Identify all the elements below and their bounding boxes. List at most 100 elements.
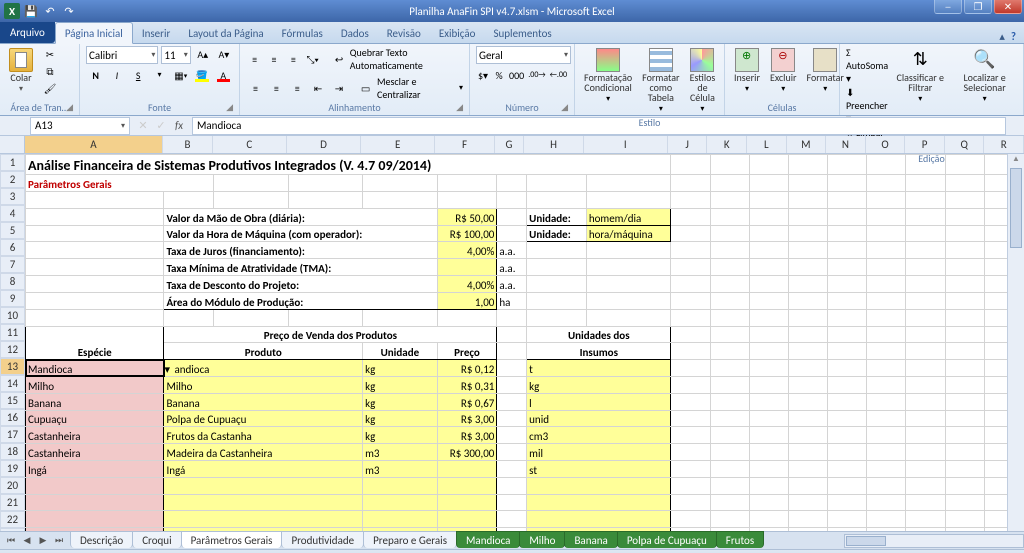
unit-value[interactable]: homem/dia (586, 208, 671, 225)
insumo-cell[interactable]: kg (527, 376, 671, 393)
insumo-cell[interactable] (527, 477, 671, 494)
especie-cell[interactable] (26, 477, 164, 494)
insumo-cell[interactable] (527, 494, 671, 511)
param-value[interactable]: R$ 50,00 (437, 208, 497, 225)
italic-button[interactable]: I (107, 67, 126, 83)
tab-layout[interactable]: Layout da Página (179, 23, 272, 43)
cut-icon[interactable]: ✂ (40, 46, 60, 62)
row-header[interactable]: 18 (0, 443, 25, 460)
row-header[interactable]: 11 (0, 324, 25, 341)
insumo-cell[interactable]: mil (527, 444, 671, 461)
decrease-decimal-icon[interactable]: ←.00 (549, 67, 568, 83)
column-header[interactable]: M (787, 136, 827, 153)
unidade-cell[interactable]: m3 (363, 461, 438, 478)
row-header[interactable]: 12 (0, 341, 25, 358)
minimize-button[interactable]: ─ (934, 0, 962, 14)
column-header[interactable]: O (866, 136, 906, 153)
sheet-tab[interactable]: Parâmetros Gerais (181, 531, 283, 548)
sort-filter-button[interactable]: ⇅Classificar e Filtrar▾ (892, 46, 948, 106)
insert-cells-button[interactable]: ⊕Inserir▾ (731, 46, 763, 96)
produto-cell[interactable]: Banana (164, 393, 363, 410)
format-painter-icon[interactable]: 🖌 (40, 80, 60, 96)
column-header[interactable]: Q (945, 136, 985, 153)
column-header[interactable]: L (747, 136, 787, 153)
font-size-combo[interactable]: 11▾ (161, 46, 190, 64)
row-header[interactable]: 2 (0, 171, 25, 188)
underline-button[interactable]: S (129, 67, 148, 83)
column-header[interactable]: R (984, 136, 1024, 153)
sheet-tab[interactable]: Produtividade (281, 531, 364, 548)
align-left-icon[interactable]: ≡ (246, 80, 265, 96)
preco-cell[interactable]: R$ 300,00 (437, 444, 497, 461)
cell-styles-button[interactable]: Estilos de Célula▾ (687, 46, 719, 116)
row-header[interactable]: 3 (0, 188, 25, 205)
produto-cell[interactable]: ▾ andioca (164, 360, 363, 377)
preco-cell[interactable] (437, 477, 497, 494)
sheet-tab[interactable]: Banana (564, 531, 617, 548)
save-icon[interactable]: 💾 (23, 3, 39, 19)
tab-review[interactable]: Revisão (378, 23, 430, 43)
row-header[interactable]: 14 (0, 375, 25, 392)
column-header[interactable]: P (905, 136, 945, 153)
tab-addins[interactable]: Suplementos (484, 23, 560, 43)
insumo-cell[interactable]: cm3 (527, 427, 671, 444)
row-header[interactable]: 4 (0, 205, 25, 222)
preco-cell[interactable] (437, 461, 497, 478)
row-header[interactable]: 22 (0, 511, 25, 528)
tab-nav-first-icon[interactable]: ⏮ (4, 535, 18, 546)
column-header[interactable]: G (495, 136, 525, 153)
fill-color-icon[interactable]: 🪣 (192, 67, 211, 83)
column-header[interactable]: F (435, 136, 494, 153)
tab-home[interactable]: Página Inicial (55, 22, 133, 44)
insumo-cell[interactable] (527, 511, 671, 528)
preco-cell[interactable]: R$ 0,67 (437, 393, 497, 410)
unidade-cell[interactable]: kg (363, 360, 438, 377)
align-top-icon[interactable]: ≡ (246, 51, 263, 67)
row-header[interactable]: 9 (0, 290, 25, 307)
align-right-icon[interactable]: ≡ (288, 80, 307, 96)
sheet-tab[interactable]: Descrição (70, 531, 133, 548)
sheet-tab[interactable]: Preparo e Gerais (363, 531, 457, 548)
row-header[interactable]: 5 (0, 222, 25, 239)
orientation-icon[interactable]: ⤡▾ (304, 51, 321, 67)
file-tab[interactable]: Arquivo (0, 21, 55, 43)
especie-cell[interactable] (26, 494, 164, 511)
copy-icon[interactable]: ⧉ (40, 63, 60, 79)
unidade-cell[interactable]: kg (363, 376, 438, 393)
conditional-format-button[interactable]: Formatação Condicional▾ (581, 46, 635, 106)
insumo-cell[interactable]: st (527, 461, 671, 478)
preco-cell[interactable] (437, 494, 497, 511)
row-header[interactable]: 23 (0, 528, 25, 531)
align-center-icon[interactable]: ≡ (267, 80, 286, 96)
param-value[interactable]: 1,00 (437, 292, 497, 309)
delete-cells-button[interactable]: ⊖Excluir▾ (767, 46, 800, 96)
merge-label[interactable]: Mesclar e Centralizar (377, 75, 457, 101)
row-header[interactable]: 15 (0, 392, 25, 409)
unidade-cell[interactable] (363, 477, 438, 494)
comma-icon[interactable]: 000 (508, 67, 525, 83)
unidade-cell[interactable]: m3 (363, 444, 438, 461)
find-select-button[interactable]: 🔍Localizar e Selecionar▾ (952, 46, 1017, 106)
produto-cell[interactable] (164, 511, 363, 528)
row-header[interactable]: 17 (0, 426, 25, 443)
tab-formulas[interactable]: Fórmulas (273, 23, 332, 43)
sheet-tab[interactable]: Mandioca (456, 531, 520, 548)
sheet-tab[interactable]: Croqui (132, 531, 181, 548)
insumo-cell[interactable]: unid (527, 410, 671, 427)
insumo-cell[interactable]: t (527, 360, 671, 377)
especie-cell[interactable]: Mandioca▾ (26, 360, 164, 377)
worksheet-grid[interactable]: ABCDEFGHIJKLMNOPQR 123456789101112131415… (0, 136, 1024, 531)
align-bottom-icon[interactable]: ≡ (285, 51, 302, 67)
tab-view[interactable]: Exibição (430, 23, 485, 43)
especie-cell[interactable]: Cupuaçu (26, 410, 164, 427)
preco-cell[interactable]: R$ 3,00 (437, 410, 497, 427)
insumo-cell[interactable]: l (527, 393, 671, 410)
produto-cell[interactable]: Madeira da Castanheira (164, 444, 363, 461)
wrap-text-icon[interactable]: ↩ (330, 51, 347, 67)
tab-nav-prev-icon[interactable]: ◀ (20, 535, 34, 546)
unit-value[interactable]: hora/máquina (586, 225, 671, 242)
especie-cell[interactable] (26, 511, 164, 528)
increase-decimal-icon[interactable]: .00→ (527, 67, 546, 83)
param-value[interactable]: R$ 100,00 (437, 225, 497, 242)
unidade-cell[interactable]: kg (363, 410, 438, 427)
